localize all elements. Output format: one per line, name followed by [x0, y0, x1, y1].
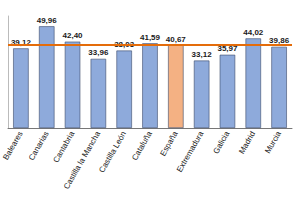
svg-text:Castilla la Mancha: Castilla la Mancha — [62, 129, 103, 190]
svg-text:44,02: 44,02 — [243, 28, 264, 37]
svg-text:Cataluña: Cataluña — [130, 129, 154, 162]
svg-text:49,96: 49,96 — [37, 16, 58, 25]
svg-text:33,12: 33,12 — [192, 50, 213, 59]
svg-text:35,97: 35,97 — [217, 44, 238, 54]
svg-text:España: España — [158, 129, 180, 157]
svg-text:Madrid: Madrid — [237, 130, 257, 156]
svg-text:Castilla León: Castilla León — [97, 130, 128, 174]
svg-text:33,96: 33,96 — [88, 48, 109, 57]
svg-text:39,12: 39,12 — [10, 37, 31, 47]
svg-text:Baleares: Baleares — [1, 130, 25, 162]
svg-text:38,03: 38,03 — [114, 40, 135, 50]
svg-text:Galicia: Galicia — [211, 129, 231, 155]
svg-text:42,40: 42,40 — [63, 31, 84, 40]
svg-text:Murcia: Murcia — [263, 129, 283, 155]
svg-text:41,59: 41,59 — [140, 33, 161, 42]
svg-text:Cantabria: Cantabria — [51, 129, 76, 164]
svg-text:40,67: 40,67 — [166, 35, 187, 44]
svg-text:Canarias: Canarias — [27, 130, 51, 162]
svg-text:Extremadura: Extremadura — [175, 129, 206, 174]
svg-text:39,86: 39,86 — [269, 36, 290, 45]
